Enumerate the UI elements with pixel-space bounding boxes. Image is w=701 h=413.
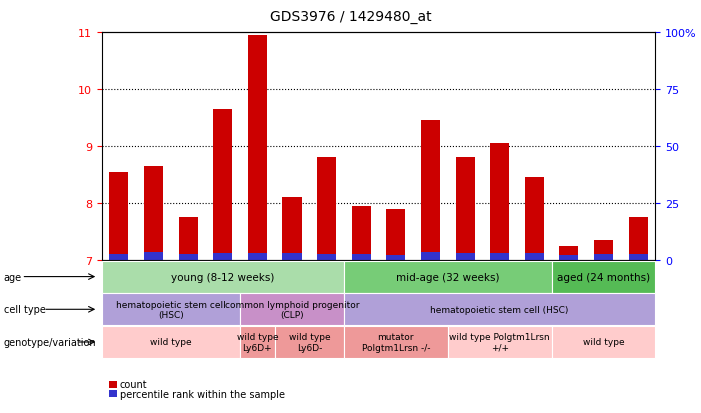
Bar (317, 254, 336, 260)
Bar (386, 255, 405, 260)
Bar (490, 253, 509, 260)
Bar (179, 218, 198, 260)
Bar (109, 254, 128, 260)
Text: mutator
Polgtm1Lrsn -/-: mutator Polgtm1Lrsn -/- (362, 332, 430, 352)
Text: young (8-12 weeks): young (8-12 weeks) (171, 272, 275, 282)
Bar (386, 209, 405, 260)
Bar (594, 254, 613, 260)
Bar (179, 254, 198, 260)
Text: hematopoietic stem cell
(HSC): hematopoietic stem cell (HSC) (116, 300, 226, 319)
Bar (525, 178, 544, 260)
Bar (456, 253, 475, 260)
Text: common lymphoid progenitor
(CLP): common lymphoid progenitor (CLP) (225, 300, 359, 319)
Bar (283, 253, 301, 260)
Bar (144, 166, 163, 260)
Bar (213, 253, 232, 260)
Bar (421, 121, 440, 260)
Bar (456, 158, 475, 260)
Text: percentile rank within the sample: percentile rank within the sample (120, 389, 285, 399)
Bar (559, 246, 578, 260)
Bar (144, 253, 163, 260)
Bar (352, 254, 371, 260)
Bar (352, 206, 371, 260)
Text: GDS3976 / 1429480_at: GDS3976 / 1429480_at (270, 10, 431, 24)
Text: wild type
Ly6D-: wild type Ly6D- (289, 332, 330, 352)
Bar (421, 253, 440, 260)
Text: genotype/variation: genotype/variation (4, 337, 96, 347)
Text: age: age (4, 272, 22, 282)
Bar (213, 110, 232, 260)
Text: wild type
Ly6D+: wild type Ly6D+ (236, 332, 278, 352)
Text: wild type: wild type (150, 338, 191, 347)
Text: cell type: cell type (4, 304, 46, 315)
Bar (525, 253, 544, 260)
Text: mid-age (32 weeks): mid-age (32 weeks) (396, 272, 500, 282)
Bar (109, 390, 117, 397)
Bar (490, 144, 509, 260)
Bar (317, 158, 336, 260)
Bar (248, 36, 267, 260)
Bar (248, 253, 267, 260)
Bar (629, 254, 648, 260)
Bar (109, 381, 117, 388)
Bar (559, 255, 578, 260)
Text: wild type: wild type (583, 338, 625, 347)
Text: count: count (120, 380, 147, 389)
Text: hematopoietic stem cell (HSC): hematopoietic stem cell (HSC) (430, 305, 569, 314)
Bar (594, 240, 613, 260)
Bar (109, 172, 128, 260)
Bar (283, 198, 301, 260)
Text: aged (24 months): aged (24 months) (557, 272, 650, 282)
Text: wild type Polgtm1Lrsn
+/+: wild type Polgtm1Lrsn +/+ (449, 332, 550, 352)
Bar (629, 218, 648, 260)
